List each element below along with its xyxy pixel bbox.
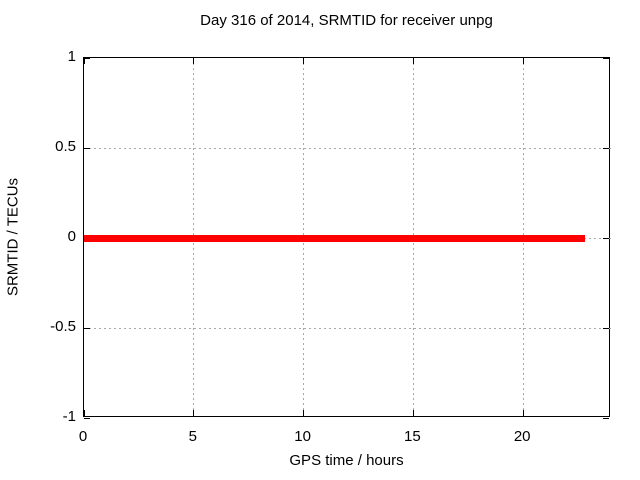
x-tick-mark-bottom <box>193 410 195 416</box>
x-tick-mark-bottom <box>303 410 305 416</box>
x-tick-mark-bottom <box>412 410 414 416</box>
x-tick-mark-top <box>412 58 414 64</box>
series-line <box>84 234 585 242</box>
y-tick-mark-right <box>603 57 609 59</box>
x-tick-mark-top <box>83 58 85 64</box>
y-tick-mark-right <box>603 147 609 149</box>
y-tick-mark-left <box>84 327 90 329</box>
y-tick-mark-right <box>603 237 609 239</box>
y-tick-mark-left <box>84 147 90 149</box>
chart-title: Day 316 of 2014, SRMTID for receiver unp… <box>200 12 493 29</box>
x-tick-mark-top <box>522 58 524 64</box>
x-tick-mark-top <box>193 58 195 64</box>
y-tick-mark-left <box>84 57 90 59</box>
y-tick-label: 0 <box>67 228 76 245</box>
x-axis-label: GPS time / hours <box>289 452 404 469</box>
x-tick-mark-bottom <box>522 410 524 416</box>
x-tick-label: 10 <box>294 428 311 445</box>
x-tick-label: 0 <box>78 428 88 445</box>
plot-area <box>83 57 611 419</box>
x-tick-mark-bottom <box>83 410 85 416</box>
y-tick-label: 0.5 <box>55 138 76 155</box>
y-tick-label: -1 <box>62 408 76 425</box>
x-tick-label: 15 <box>404 428 421 445</box>
y-tick-mark-left <box>84 417 90 419</box>
y-tick-mark-right <box>603 417 609 419</box>
x-tick-mark-top <box>303 58 305 64</box>
x-tick-label: 5 <box>188 428 197 445</box>
grid-line-horizontal <box>84 327 611 329</box>
y-tick-label: 1 <box>67 48 76 65</box>
x-tick-label: 20 <box>513 428 531 445</box>
grid-line-horizontal <box>84 147 611 149</box>
y-tick-label: -0.5 <box>50 318 76 335</box>
y-axis-label: SRMTID / TECUs <box>4 177 22 297</box>
y-tick-mark-right <box>603 327 609 329</box>
